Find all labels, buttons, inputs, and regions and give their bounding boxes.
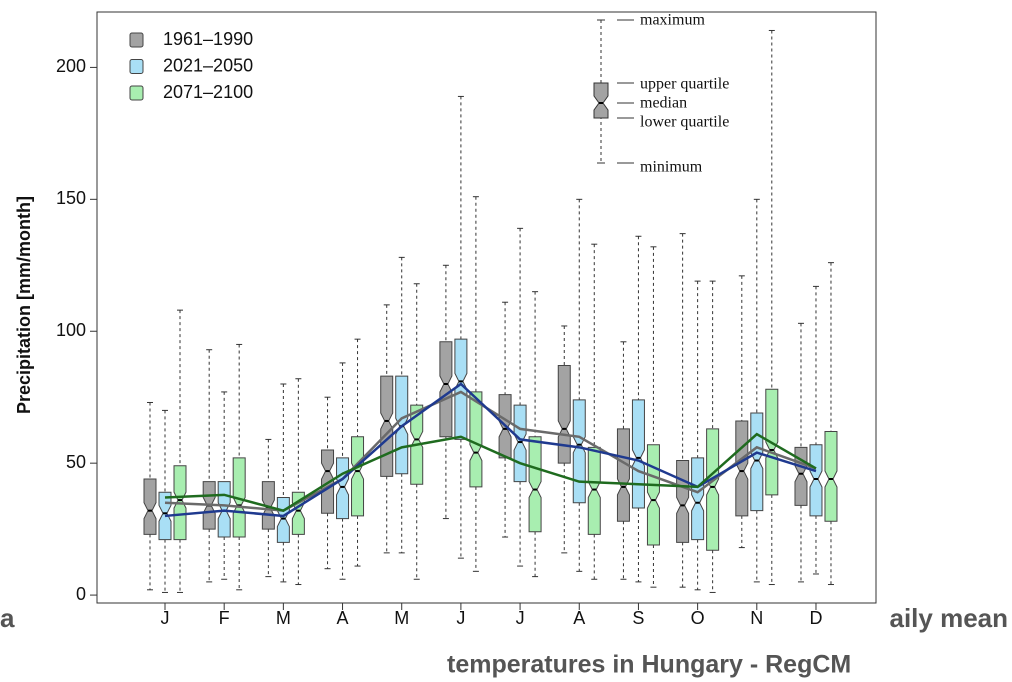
- plot-frame: [96, 11, 877, 604]
- legend-swatch: [129, 32, 144, 48]
- box: [217, 481, 231, 538]
- legend-swatch: [129, 59, 144, 74]
- box: [276, 496, 290, 543]
- key: maximum upper quartile median lower quar…: [593, 12, 729, 176]
- y-tick-label: 150: [56, 188, 86, 208]
- key-box: [593, 82, 609, 119]
- box: [646, 444, 660, 546]
- box: [513, 404, 527, 483]
- x-tick-label: J: [516, 608, 525, 628]
- mean-line: [164, 382, 817, 518]
- x-tick-label: M: [276, 608, 291, 628]
- box: [809, 444, 823, 517]
- box: [631, 399, 645, 509]
- box: [351, 436, 365, 517]
- slide-text: aily mean: [889, 603, 1008, 633]
- box: [824, 431, 838, 522]
- legend-label: 2071–2100: [163, 82, 253, 102]
- y-tick-label: 200: [56, 56, 86, 76]
- key-label: lower quartile: [640, 114, 729, 131]
- key-label: minimum: [640, 159, 703, 176]
- legend-label: 2021–2050: [163, 55, 253, 75]
- y-tick-label: 50: [66, 452, 86, 472]
- box: [750, 412, 764, 512]
- box: [143, 478, 157, 535]
- legend-swatch: [129, 85, 144, 101]
- key-label: upper quartile: [640, 76, 729, 93]
- box: [232, 457, 246, 538]
- box: [676, 460, 690, 543]
- x-tick-label: M: [394, 608, 409, 628]
- box: [587, 446, 601, 535]
- box: [572, 399, 586, 504]
- x-tick-label: D: [809, 608, 822, 628]
- x-tick-label: A: [337, 608, 349, 628]
- y-tick-label: 0: [76, 584, 86, 604]
- box: [557, 365, 571, 464]
- mean-line: [164, 432, 817, 513]
- box: [469, 391, 483, 488]
- box: [616, 428, 630, 522]
- x-tick-label: S: [632, 608, 644, 628]
- box: [706, 428, 720, 551]
- box: [691, 457, 705, 541]
- slide-text: temperatures in Hungary - RegCM: [447, 651, 851, 679]
- box: [528, 436, 542, 533]
- slide-text: a: [0, 603, 15, 633]
- x-tick-label: F: [219, 608, 230, 628]
- box: [735, 420, 749, 517]
- x-tick-label: N: [750, 608, 763, 628]
- x-tick-label: A: [573, 608, 585, 628]
- x-tick-label: J: [456, 608, 465, 628]
- legend-label: 1961–1990: [163, 29, 253, 49]
- x-tick-label: J: [161, 608, 170, 628]
- y-axis-label: Precipitation [mm/month]: [14, 196, 34, 414]
- key-label: maximum: [640, 12, 705, 29]
- key-label: median: [640, 95, 687, 112]
- box: [336, 457, 350, 520]
- x-tick-label: O: [691, 608, 705, 628]
- y-tick-label: 100: [56, 320, 86, 340]
- box: [439, 341, 453, 438]
- box: [380, 375, 394, 477]
